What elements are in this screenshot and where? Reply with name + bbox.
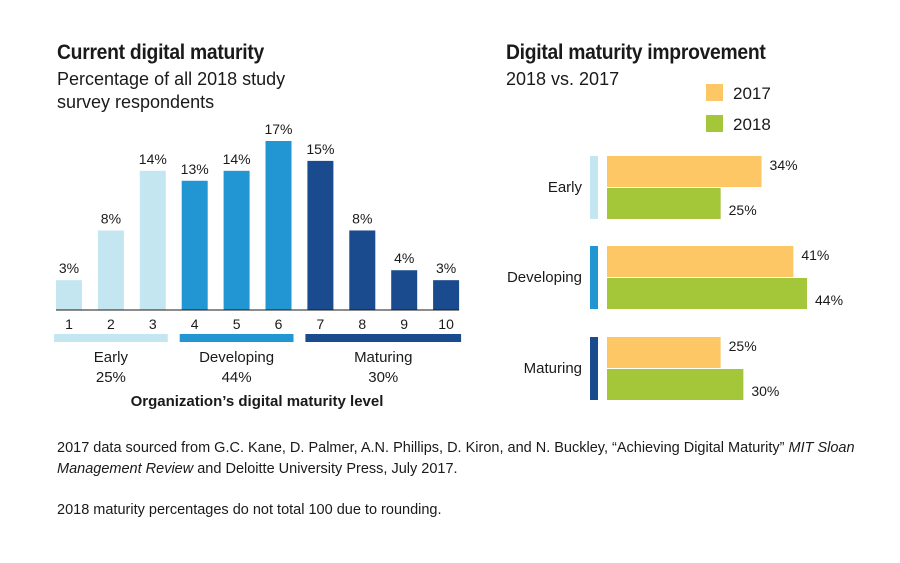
group-label-developing: Developing — [199, 349, 274, 366]
tick-label-5: 5 — [233, 316, 241, 332]
group-band-developing — [179, 334, 294, 342]
bar-value-label-1: 3% — [59, 260, 79, 276]
hbar-value-label-developing-2017: 41% — [801, 247, 829, 263]
bar-9 — [391, 270, 418, 310]
hbar-developing-2017 — [607, 246, 794, 277]
bar-value-label-2: 8% — [101, 210, 121, 226]
tick-label-1: 1 — [65, 316, 73, 332]
source-publication: MIT Sloan Management Review — [57, 440, 855, 477]
bar-value-label-7: 15% — [306, 141, 334, 157]
hbar-developing-2018 — [607, 278, 807, 309]
right-chart-title: Digital maturity improvement — [506, 41, 766, 64]
tick-label-10: 10 — [438, 316, 454, 332]
tick-label-3: 3 — [149, 316, 157, 332]
bar-value-label-5: 14% — [223, 151, 251, 167]
tick-label-6: 6 — [275, 316, 283, 332]
right-chart-subtitle: 2018 vs. 2017 — [506, 69, 620, 89]
category-marker-early — [590, 156, 598, 219]
tick-label-7: 7 — [317, 316, 325, 332]
bar-10 — [433, 280, 460, 310]
bar-value-label-9: 4% — [394, 250, 414, 266]
bar-value-label-3: 14% — [139, 151, 167, 167]
legend-label-2018: 2018 — [733, 115, 771, 134]
bar-3 — [139, 170, 166, 310]
bar-7 — [307, 160, 334, 310]
bar-1 — [56, 280, 82, 310]
bar-value-label-6: 17% — [264, 121, 292, 137]
group-band-early — [54, 334, 168, 342]
group-label-early: Early — [94, 349, 129, 366]
legend-swatch-2017 — [706, 84, 723, 101]
group-total-early: 25% — [96, 369, 126, 386]
left-chart-xlabel: Organization’s digital maturity level — [130, 393, 384, 410]
hbar-early-2017 — [607, 156, 762, 187]
left-chart-subtitle: Percentage of all 2018 study survey resp… — [57, 69, 286, 112]
legend-swatch-2018 — [706, 115, 723, 132]
legend-label-2017: 2017 — [733, 84, 771, 103]
rounding-footnote: 2018 maturity percentages do not total 1… — [57, 502, 442, 518]
group-total-maturing: 30% — [368, 369, 398, 386]
category-label-developing: Developing — [507, 269, 582, 286]
source-text-b: and Deloitte University Press, July 2017… — [193, 461, 458, 477]
hbar-maturing-2018 — [607, 369, 744, 400]
bar-4 — [181, 180, 208, 310]
hbar-value-label-maturing-2018: 30% — [751, 383, 779, 399]
hbar-value-label-early-2018: 25% — [729, 202, 757, 218]
hbar-value-label-developing-2018: 44% — [815, 292, 843, 308]
tick-label-9: 9 — [400, 316, 408, 332]
category-label-early: Early — [548, 179, 583, 196]
bar-value-label-4: 13% — [181, 161, 209, 177]
tick-label-8: 8 — [358, 316, 366, 332]
source-text-a: 2017 data sourced from G.C. Kane, D. Pal… — [57, 440, 789, 456]
hbar-value-label-maturing-2017: 25% — [729, 338, 757, 354]
group-label-maturing: Maturing — [354, 349, 412, 366]
source-footnote: 2017 data sourced from G.C. Kane, D. Pal… — [57, 438, 857, 480]
bar-2 — [97, 230, 124, 310]
left-chart-title: Current digital maturity — [57, 41, 264, 64]
category-marker-developing — [590, 246, 598, 309]
tick-label-4: 4 — [191, 316, 199, 332]
bar-5 — [223, 170, 250, 310]
hbar-maturing-2017 — [607, 337, 721, 368]
category-marker-maturing — [590, 337, 598, 400]
hbar-value-label-early-2017: 34% — [770, 157, 798, 173]
bar-value-label-10: 3% — [436, 260, 456, 276]
bar-6 — [265, 141, 292, 310]
charts-canvas: 3% 1 8% 2 14% 3 13% 4 14% 5 17% 6 15% 7 8% 8 4% 9 3% 10 Earl… — [54, 84, 843, 400]
category-label-maturing: Maturing — [524, 360, 582, 377]
tick-label-2: 2 — [107, 316, 115, 332]
group-band-maturing — [305, 334, 462, 342]
group-total-developing: 44% — [222, 369, 252, 386]
bar-value-label-8: 8% — [352, 210, 372, 226]
bar-8 — [349, 230, 376, 310]
hbar-early-2018 — [607, 188, 721, 219]
